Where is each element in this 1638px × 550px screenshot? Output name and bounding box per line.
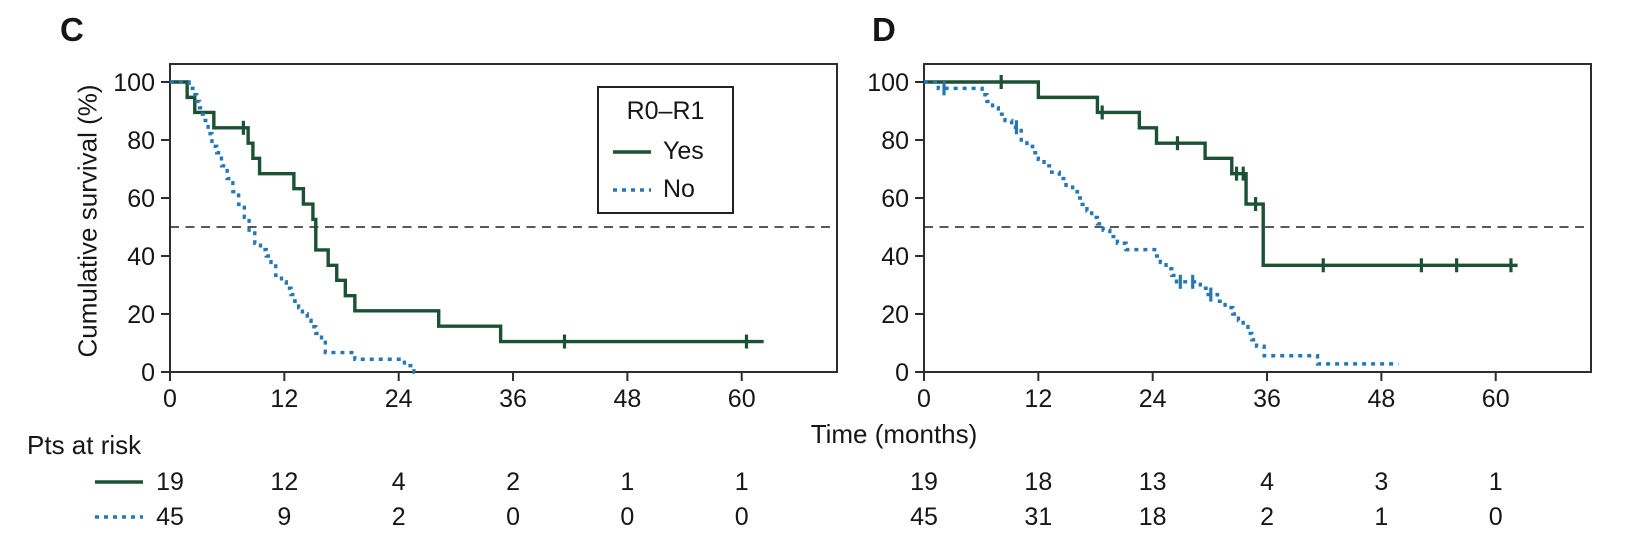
risk-count: 4 (1260, 468, 1274, 496)
risk-count: 12 (270, 468, 298, 496)
x-tick-label: 60 (728, 385, 756, 413)
y-tick-label: 0 (895, 359, 909, 387)
km-curve-no (170, 80, 417, 374)
y-tick-label: 80 (881, 127, 909, 155)
risk-count: 2 (1260, 503, 1274, 531)
risk-count: 1 (1489, 468, 1503, 496)
x-tick-label: 12 (1024, 385, 1052, 413)
plot-frame-D (923, 63, 1592, 373)
pts-at-risk-label: Pts at risk (27, 430, 142, 460)
legend-title: R0–R1 (626, 97, 705, 125)
x-tick-label: 12 (270, 385, 298, 413)
risk-count: 19 (156, 468, 184, 496)
x-tick-label: 24 (1139, 385, 1167, 413)
y-tick-label: 40 (881, 243, 909, 271)
panel-c-label: C (60, 11, 84, 48)
risk-count: 4 (392, 468, 406, 496)
y-tick-label: 60 (127, 185, 155, 213)
legend-item-no: No (612, 177, 732, 202)
y-tick-label: 20 (881, 301, 909, 329)
risk-count: 13 (1139, 468, 1167, 496)
panel-d-label: D (872, 11, 896, 48)
legend-item-yes: Yes (612, 139, 732, 164)
risk-count: 45 (156, 503, 184, 531)
x-tick-label: 36 (1253, 385, 1281, 413)
km-curve-no (924, 80, 1399, 366)
y-tick-label: 100 (867, 69, 909, 97)
x-tick-label: 60 (1482, 385, 1510, 413)
y-axis-title: Cumulative survival (%) (72, 84, 103, 358)
risk-count: 18 (1139, 503, 1167, 531)
solid-line-swatch-icon (613, 149, 651, 154)
x-tick-label: 0 (163, 385, 177, 413)
x-tick-label: 0 (917, 385, 931, 413)
risk-count: 2 (506, 468, 520, 496)
risk-count: 0 (735, 503, 749, 531)
risk-count: 1 (1374, 503, 1388, 531)
risk-count: 18 (1024, 468, 1052, 496)
y-tick-label: 80 (127, 127, 155, 155)
risk-count: 9 (277, 503, 291, 531)
risk-count: 1 (735, 468, 749, 496)
risk-count: 0 (1489, 503, 1503, 531)
x-tick-label: 48 (1367, 385, 1395, 413)
risk-count: 19 (910, 468, 938, 496)
y-tick-label: 60 (881, 185, 909, 213)
risk-count: 31 (1024, 503, 1052, 531)
x-tick-label: 24 (385, 385, 413, 413)
y-tick-label: 0 (141, 359, 155, 387)
risk-count: 0 (620, 503, 634, 531)
risk-count: 3 (1374, 468, 1388, 496)
risk-count: 1 (620, 468, 634, 496)
risk-count: 45 (910, 503, 938, 531)
risk-count: 2 (392, 503, 406, 531)
km-curve-yes (924, 80, 1518, 267)
y-tick-label: 20 (127, 301, 155, 329)
risk-count: 0 (506, 503, 520, 531)
legend-box: R0–R1 Yes No (597, 86, 734, 214)
dashed-line-swatch-icon (613, 187, 651, 192)
x-axis-title: Time (months) (810, 419, 978, 449)
x-tick-label: 36 (499, 385, 527, 413)
legend-item-yes-label: Yes (663, 137, 704, 165)
legend-item-no-label: No (663, 175, 695, 203)
y-tick-label: 40 (127, 243, 155, 271)
y-tick-label: 100 (113, 69, 155, 97)
plot-frame-C (169, 63, 838, 373)
x-tick-label: 48 (613, 385, 641, 413)
km-curve-yes (170, 80, 764, 344)
